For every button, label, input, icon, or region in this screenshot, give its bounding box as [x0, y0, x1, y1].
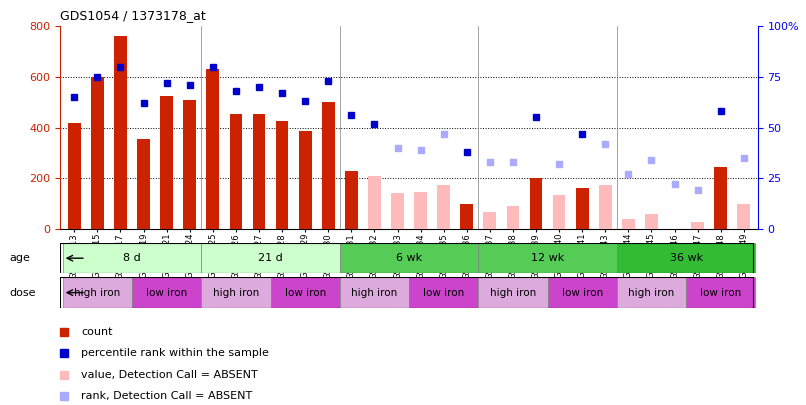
- Bar: [617, 243, 755, 273]
- Bar: [160, 96, 173, 229]
- Text: high iron: high iron: [351, 288, 397, 298]
- Bar: [276, 121, 289, 229]
- Bar: [368, 176, 380, 229]
- Bar: [137, 139, 150, 229]
- Bar: [252, 114, 265, 229]
- Bar: [530, 178, 542, 229]
- Bar: [63, 243, 201, 273]
- Bar: [202, 243, 340, 273]
- Bar: [340, 277, 409, 308]
- Text: 6 wk: 6 wk: [396, 253, 422, 263]
- Text: value, Detection Call = ABSENT: value, Detection Call = ABSENT: [81, 370, 258, 380]
- Bar: [692, 222, 704, 229]
- Text: rank, Detection Call = ABSENT: rank, Detection Call = ABSENT: [81, 391, 252, 401]
- Text: high iron: high iron: [490, 288, 536, 298]
- Bar: [438, 185, 450, 229]
- Bar: [391, 194, 404, 229]
- Text: 21 d: 21 d: [258, 253, 283, 263]
- Bar: [299, 131, 311, 229]
- Bar: [322, 102, 334, 229]
- Bar: [714, 167, 727, 229]
- Bar: [414, 192, 427, 229]
- Bar: [484, 212, 496, 229]
- Text: 12 wk: 12 wk: [531, 253, 564, 263]
- Bar: [340, 243, 478, 273]
- Bar: [478, 277, 547, 308]
- Text: low iron: low iron: [562, 288, 603, 298]
- Text: low iron: low iron: [700, 288, 742, 298]
- Bar: [63, 277, 132, 308]
- Bar: [68, 122, 81, 229]
- Text: count: count: [81, 327, 113, 337]
- Bar: [409, 277, 478, 308]
- Bar: [114, 36, 127, 229]
- Bar: [622, 219, 634, 229]
- Text: low iron: low iron: [146, 288, 187, 298]
- Bar: [645, 214, 658, 229]
- Text: low iron: low iron: [285, 288, 326, 298]
- Bar: [507, 206, 519, 229]
- Bar: [184, 100, 196, 229]
- Bar: [202, 277, 271, 308]
- Text: low iron: low iron: [423, 288, 464, 298]
- Text: percentile rank within the sample: percentile rank within the sample: [81, 348, 269, 358]
- Text: age: age: [10, 254, 31, 263]
- Text: high iron: high iron: [213, 288, 259, 298]
- Bar: [132, 277, 202, 308]
- Text: high iron: high iron: [629, 288, 675, 298]
- Text: dose: dose: [10, 288, 36, 298]
- Bar: [460, 203, 473, 229]
- Bar: [599, 185, 612, 229]
- Bar: [737, 203, 750, 229]
- Bar: [575, 188, 588, 229]
- Text: GDS1054 / 1373178_at: GDS1054 / 1373178_at: [60, 9, 206, 22]
- Bar: [271, 277, 340, 308]
- Bar: [547, 277, 617, 308]
- Bar: [617, 277, 686, 308]
- Bar: [686, 277, 755, 308]
- Bar: [553, 195, 566, 229]
- Bar: [345, 171, 358, 229]
- Text: high iron: high iron: [74, 288, 121, 298]
- Bar: [230, 114, 243, 229]
- Bar: [478, 243, 617, 273]
- Bar: [206, 69, 219, 229]
- Bar: [91, 77, 104, 229]
- Text: 36 wk: 36 wk: [670, 253, 703, 263]
- Text: 8 d: 8 d: [123, 253, 141, 263]
